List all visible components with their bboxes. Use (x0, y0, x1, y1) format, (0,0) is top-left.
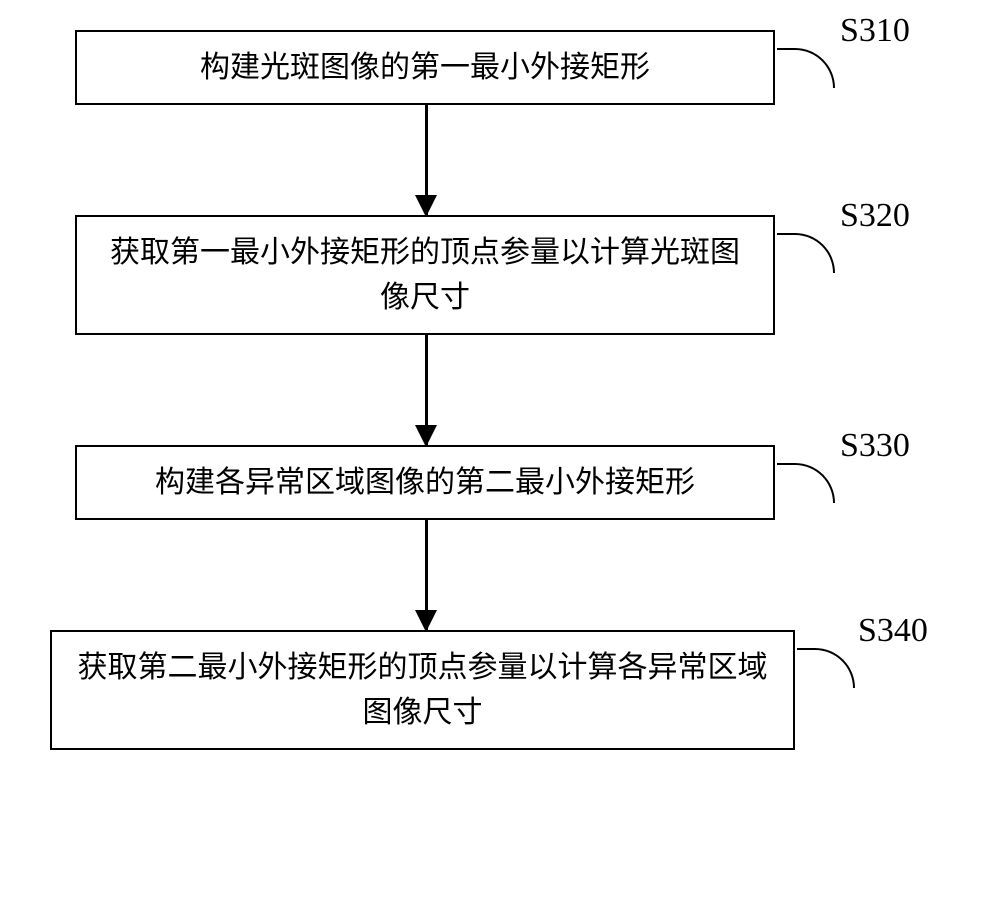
step-label-s320: S320 (840, 197, 910, 235)
label-connector (797, 648, 855, 688)
step-text: 获取第一最小外接矩形的顶点参量以计算光斑图像尺寸 (97, 230, 753, 320)
step-box-s330: 构建各异常区域图像的第二最小外接矩形 (75, 445, 775, 520)
label-connector (777, 48, 835, 88)
step-box-s320: 获取第一最小外接矩形的顶点参量以计算光斑图像尺寸 (75, 215, 775, 335)
label-connector (777, 463, 835, 503)
arrow-s320-s330 (425, 335, 428, 445)
step-id: S320 (840, 197, 910, 234)
step-text: 构建光斑图像的第一最小外接矩形 (200, 45, 650, 90)
step-s340: 获取第二最小外接矩形的顶点参量以计算各异常区域图像尺寸 S340 (50, 630, 950, 750)
step-text: 构建各异常区域图像的第二最小外接矩形 (155, 460, 695, 505)
step-label-s310: S310 (840, 12, 910, 50)
step-label-s340: S340 (858, 612, 928, 650)
label-connector (777, 233, 835, 273)
step-label-s330: S330 (840, 427, 910, 465)
step-s320: 获取第一最小外接矩形的顶点参量以计算光斑图像尺寸 S320 (50, 215, 950, 335)
step-id: S310 (840, 12, 910, 49)
step-s310: 构建光斑图像的第一最小外接矩形 S310 (50, 30, 950, 105)
step-text: 获取第二最小外接矩形的顶点参量以计算各异常区域图像尺寸 (72, 645, 773, 735)
step-id: S340 (858, 612, 928, 649)
step-s330: 构建各异常区域图像的第二最小外接矩形 S330 (50, 445, 950, 520)
arrow-s310-s320 (425, 105, 428, 215)
step-box-s340: 获取第二最小外接矩形的顶点参量以计算各异常区域图像尺寸 (50, 630, 795, 750)
step-id: S330 (840, 427, 910, 464)
arrow-s330-s340 (425, 520, 428, 630)
step-box-s310: 构建光斑图像的第一最小外接矩形 (75, 30, 775, 105)
flowchart-container: 构建光斑图像的第一最小外接矩形 S310 获取第一最小外接矩形的顶点参量以计算光… (50, 30, 950, 750)
